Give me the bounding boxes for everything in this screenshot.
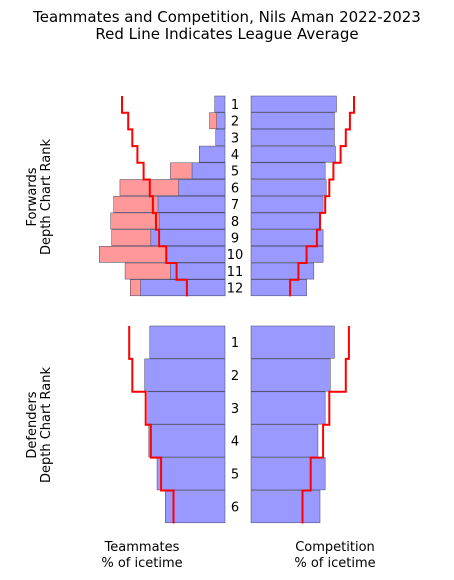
- defenders-teammates-league-average-line: [128, 326, 175, 524]
- forwards-teammates-blue-bar-5: [191, 162, 226, 180]
- forwards-teammates-blue-bar-7: [157, 195, 226, 213]
- forwards-rank-label-8: 8: [231, 215, 239, 230]
- forwards-teammates-blue-bar-6: [178, 179, 226, 196]
- defenders-competition-blue-bar-2: [250, 358, 331, 392]
- teammates-xlabel-line2: % of icetime: [101, 556, 182, 571]
- defenders-competition-blue-bar-3: [250, 391, 326, 425]
- forwards-teammates-blue-bar-3: [215, 129, 226, 146]
- forwards-teammates-blue-bar-2: [216, 112, 226, 130]
- forwards-teammates-league-average-line: [121, 96, 188, 297]
- forwards-competition-blue-bar-2: [250, 112, 335, 130]
- competition-xlabel-line1: Competition: [295, 540, 375, 555]
- forwards-competition-blue-bar-8: [250, 212, 321, 230]
- defenders-competition-blue-bar-5: [250, 457, 326, 491]
- defenders-teammates-blue-bar-4: [148, 424, 226, 458]
- defenders-ylabel-line2: Depth Chart Rank: [39, 367, 54, 484]
- chart-subtitle: Red Line Indicates League Average: [95, 25, 359, 43]
- defenders-rank-label-3: 3: [231, 402, 239, 417]
- defenders-ylabel-line1: Defenders: [25, 391, 40, 458]
- defenders-rank-label-2: 2: [231, 369, 239, 384]
- forwards-teammates-blue-bar-4: [199, 145, 226, 163]
- forwards-teammates-blue-bar-11: [170, 262, 226, 280]
- forwards-competition-blue-bar-6: [250, 179, 327, 196]
- forwards-competition-blue-bar-3: [250, 129, 335, 146]
- forwards-teammates-blue-bar-1: [214, 95, 226, 113]
- forwards-rank-label-9: 9: [231, 231, 239, 246]
- chart-title: Teammates and Competition, Nils Aman 202…: [33, 8, 421, 26]
- forwards-competition-blue-bar-12: [250, 279, 307, 297]
- defenders-teammates-blue-bar-5: [156, 457, 226, 491]
- forwards-rank-label-3: 3: [231, 131, 239, 146]
- forwards-rank-label-10: 10: [227, 248, 244, 263]
- forwards-rank-label-4: 4: [231, 148, 239, 163]
- forwards-teammates-blue-bar-9: [150, 229, 226, 246]
- defenders-teammates-blue-bar-1: [149, 325, 226, 359]
- defenders-rank-label-4: 4: [231, 435, 239, 450]
- forwards-competition-blue-bar-4: [250, 145, 336, 163]
- forwards-competition-blue-bar-5: [250, 162, 326, 180]
- defenders-competition-blue-bar-4: [250, 424, 319, 458]
- forwards-rank-label-7: 7: [231, 198, 239, 213]
- forwards-teammates-blue-bar-12: [140, 279, 226, 297]
- forwards-competition-blue-bar-11: [250, 262, 315, 280]
- defenders-rank-label-5: 5: [231, 468, 239, 483]
- forwards-rank-label-1: 1: [231, 98, 239, 113]
- defenders-rank-label-6: 6: [231, 500, 239, 515]
- defenders-competition-blue-bar-1: [250, 325, 335, 359]
- forwards-teammates-blue-bar-10: [166, 246, 226, 263]
- forwards-competition-league-average-line: [289, 96, 355, 297]
- teammates-xlabel-line1: Teammates: [104, 540, 180, 555]
- defenders-competition-league-average-line: [301, 326, 350, 524]
- defenders-teammates-blue-bar-3: [147, 391, 226, 425]
- forwards-rank-label-12: 12: [227, 282, 244, 297]
- forwards-rank-label-5: 5: [231, 165, 239, 180]
- forwards-rank-label-6: 6: [231, 181, 239, 196]
- forwards-rank-label-11: 11: [227, 265, 244, 280]
- forwards-ylabel-line1: Forwards: [25, 167, 40, 226]
- defenders-rank-label-1: 1: [231, 336, 239, 351]
- defenders-competition-blue-bar-6: [250, 490, 321, 524]
- competition-xlabel-line2: % of icetime: [294, 556, 375, 571]
- forwards-competition-blue-bar-1: [250, 95, 337, 113]
- defenders-teammates-blue-bar-2: [144, 358, 226, 392]
- forwards-competition-blue-bar-10: [250, 246, 324, 263]
- defenders-teammates-blue-bar-6: [165, 490, 226, 524]
- forwards-competition-blue-bar-7: [250, 195, 324, 213]
- forwards-competition-blue-bar-9: [250, 229, 324, 246]
- forwards-teammates-blue-bar-8: [158, 212, 226, 230]
- forwards-ylabel-line2: Depth Chart Rank: [39, 139, 54, 256]
- forwards-rank-label-2: 2: [231, 115, 239, 130]
